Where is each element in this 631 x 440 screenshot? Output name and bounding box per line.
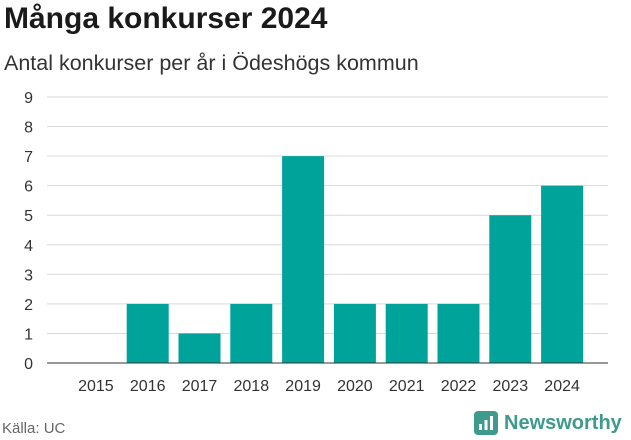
x-tick-label: 2022 bbox=[441, 378, 477, 395]
y-tick-label: 2 bbox=[24, 297, 33, 314]
bar bbox=[437, 303, 480, 363]
bar bbox=[282, 156, 325, 363]
y-tick-label: 4 bbox=[24, 238, 33, 255]
y-tick-label: 8 bbox=[24, 120, 33, 137]
bar bbox=[126, 303, 169, 363]
x-tick-label: 2023 bbox=[493, 378, 529, 395]
bar bbox=[489, 215, 532, 363]
x-tick-label: 2016 bbox=[130, 378, 166, 395]
x-tick-label: 2017 bbox=[182, 378, 218, 395]
x-tick-label: 2015 bbox=[78, 378, 114, 395]
bar bbox=[178, 333, 221, 363]
y-tick-label: 1 bbox=[24, 326, 33, 343]
bar bbox=[385, 303, 428, 363]
y-tick-label: 7 bbox=[24, 149, 33, 166]
chart-title: Många konkurser 2024 bbox=[4, 2, 328, 35]
bar bbox=[230, 303, 273, 363]
chart-subtitle: Antal konkurser per år i Ödeshögs kommun bbox=[4, 51, 419, 75]
x-tick-label: 2018 bbox=[234, 378, 270, 395]
newsworthy-logo-icon bbox=[474, 411, 498, 435]
newsworthy-logo-text: Newsworthy bbox=[504, 411, 622, 434]
bar bbox=[333, 303, 376, 363]
x-tick-label: 2019 bbox=[285, 378, 321, 395]
y-tick-label: 9 bbox=[24, 90, 33, 107]
y-tick-label: 5 bbox=[24, 208, 33, 225]
y-tick-label: 3 bbox=[24, 267, 33, 284]
y-tick-label: 6 bbox=[24, 179, 33, 196]
newsworthy-logo: Newsworthy bbox=[474, 408, 622, 438]
bar bbox=[541, 185, 584, 363]
x-tick-label: 2020 bbox=[337, 378, 373, 395]
x-tick-label: 2021 bbox=[389, 378, 425, 395]
x-tick-label: 2024 bbox=[544, 378, 580, 395]
source-label: Källa: UC bbox=[2, 420, 66, 437]
y-tick-label: 0 bbox=[24, 356, 33, 373]
